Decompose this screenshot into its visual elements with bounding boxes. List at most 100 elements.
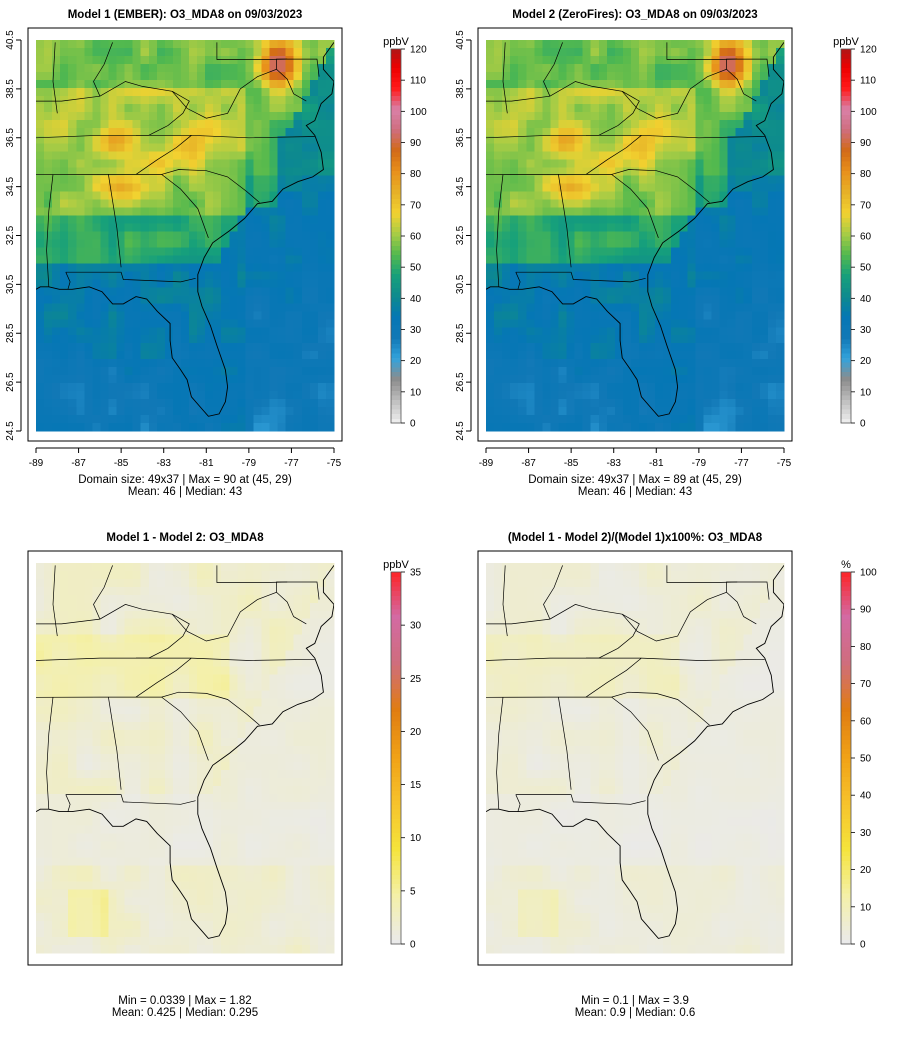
x-tick-label: -87	[71, 458, 86, 469]
heatmap-cell	[631, 335, 640, 344]
heatmap-cell	[510, 391, 519, 400]
heatmap-cell	[68, 399, 77, 408]
heatmap-cell	[52, 579, 61, 588]
heatmap-cell	[302, 714, 311, 723]
heatmap-cell	[326, 730, 335, 739]
heatmap-cell	[100, 263, 109, 272]
heatmap-cell	[100, 104, 109, 113]
heatmap-cell	[486, 351, 495, 360]
heatmap-cell	[294, 335, 303, 344]
heatmap-cell	[92, 722, 101, 731]
heatmap-cell	[326, 407, 335, 416]
heatmap-cell	[157, 659, 166, 668]
heatmap-cell	[270, 303, 279, 312]
heatmap-cell	[631, 40, 640, 49]
heatmap-cell	[286, 80, 295, 89]
heatmap-cell	[253, 375, 262, 384]
heatmap-cell	[92, 104, 101, 113]
heatmap-cell	[695, 184, 704, 193]
heatmap-cell	[534, 335, 543, 344]
x-tick-label: -87	[521, 458, 536, 469]
heatmap-cell	[213, 88, 222, 97]
heatmap-cell	[141, 643, 150, 652]
heatmap-cell	[108, 247, 117, 256]
heatmap-cell	[84, 738, 93, 747]
heatmap-cell	[197, 120, 206, 129]
colorbar-step	[391, 325, 401, 330]
heatmap-cell	[302, 674, 311, 683]
heatmap-cell	[663, 176, 672, 185]
heatmap-cell	[318, 192, 327, 201]
heatmap-cell	[760, 415, 769, 424]
heatmap-cell	[302, 271, 311, 280]
heatmap-cell	[728, 367, 737, 376]
heatmap-cell	[502, 176, 511, 185]
heatmap-cell	[615, 144, 624, 153]
heatmap-cell	[125, 603, 134, 612]
heatmap-cell	[36, 738, 45, 747]
heatmap-cell	[197, 643, 206, 652]
heatmap-cell	[76, 415, 85, 424]
heatmap-cell	[294, 48, 303, 57]
heatmap-cell	[526, 152, 535, 161]
heatmap-cell	[768, 303, 777, 312]
heatmap-cell	[237, 563, 246, 572]
heatmap-cell	[173, 738, 182, 747]
heatmap-cell	[679, 176, 688, 185]
heatmap-cell	[712, 271, 721, 280]
heatmap-cell	[270, 208, 279, 217]
heatmap-cell	[302, 216, 311, 225]
heatmap-cell	[213, 738, 222, 747]
heatmap-cell	[302, 232, 311, 241]
heatmap-cell	[205, 200, 214, 209]
heatmap-cell	[84, 563, 93, 572]
heatmap-cell	[229, 778, 238, 787]
heatmap-cell	[133, 391, 142, 400]
heatmap-cell	[68, 120, 77, 129]
heatmap-cell	[165, 635, 174, 644]
heatmap-cell	[752, 279, 761, 288]
heatmap-cell	[253, 754, 262, 763]
heatmap-cell	[502, 327, 511, 336]
colorbar-step	[841, 245, 851, 250]
heatmap-cell	[36, 563, 45, 572]
heatmap-cell	[237, 208, 246, 217]
heatmap-cell	[157, 730, 166, 739]
heatmap-cell	[326, 104, 335, 113]
heatmap-cell	[679, 279, 688, 288]
heatmap-cell	[526, 263, 535, 272]
heatmap-cell	[133, 343, 142, 352]
heatmap-cell	[197, 423, 206, 432]
heatmap-cell	[518, 56, 527, 65]
heatmap-cell	[647, 375, 656, 384]
heatmap-cell	[310, 319, 319, 328]
heatmap-cell	[591, 335, 600, 344]
heatmap-cell	[133, 311, 142, 320]
heatmap-cell	[494, 120, 503, 129]
heatmap-cell	[229, 754, 238, 763]
heatmap-cell	[583, 64, 592, 73]
heatmap-cell	[262, 375, 271, 384]
heatmap-cell	[52, 698, 61, 707]
heatmap-cell	[760, 303, 769, 312]
heatmap-cell	[117, 88, 126, 97]
heatmap-cell	[736, 80, 745, 89]
colorbar-step	[391, 278, 401, 283]
heatmap-cell	[165, 295, 174, 304]
heatmap-cell	[720, 415, 729, 424]
heatmap-cell	[728, 335, 737, 344]
heatmap-cell	[253, 423, 262, 432]
heatmap-cell	[631, 295, 640, 304]
heatmap-cell	[84, 287, 93, 296]
heatmap-cell	[262, 80, 271, 89]
heatmap-cell	[237, 603, 246, 612]
heatmap-cell	[165, 255, 174, 264]
heatmap-cell	[76, 698, 85, 707]
heatmap-cell	[229, 160, 238, 169]
heatmap-cell	[744, 128, 753, 137]
heatmap-cell	[100, 136, 109, 145]
heatmap-cell	[68, 375, 77, 384]
heatmap-cell	[205, 722, 214, 731]
heatmap-cell	[181, 351, 190, 360]
heatmap-cell	[679, 64, 688, 73]
